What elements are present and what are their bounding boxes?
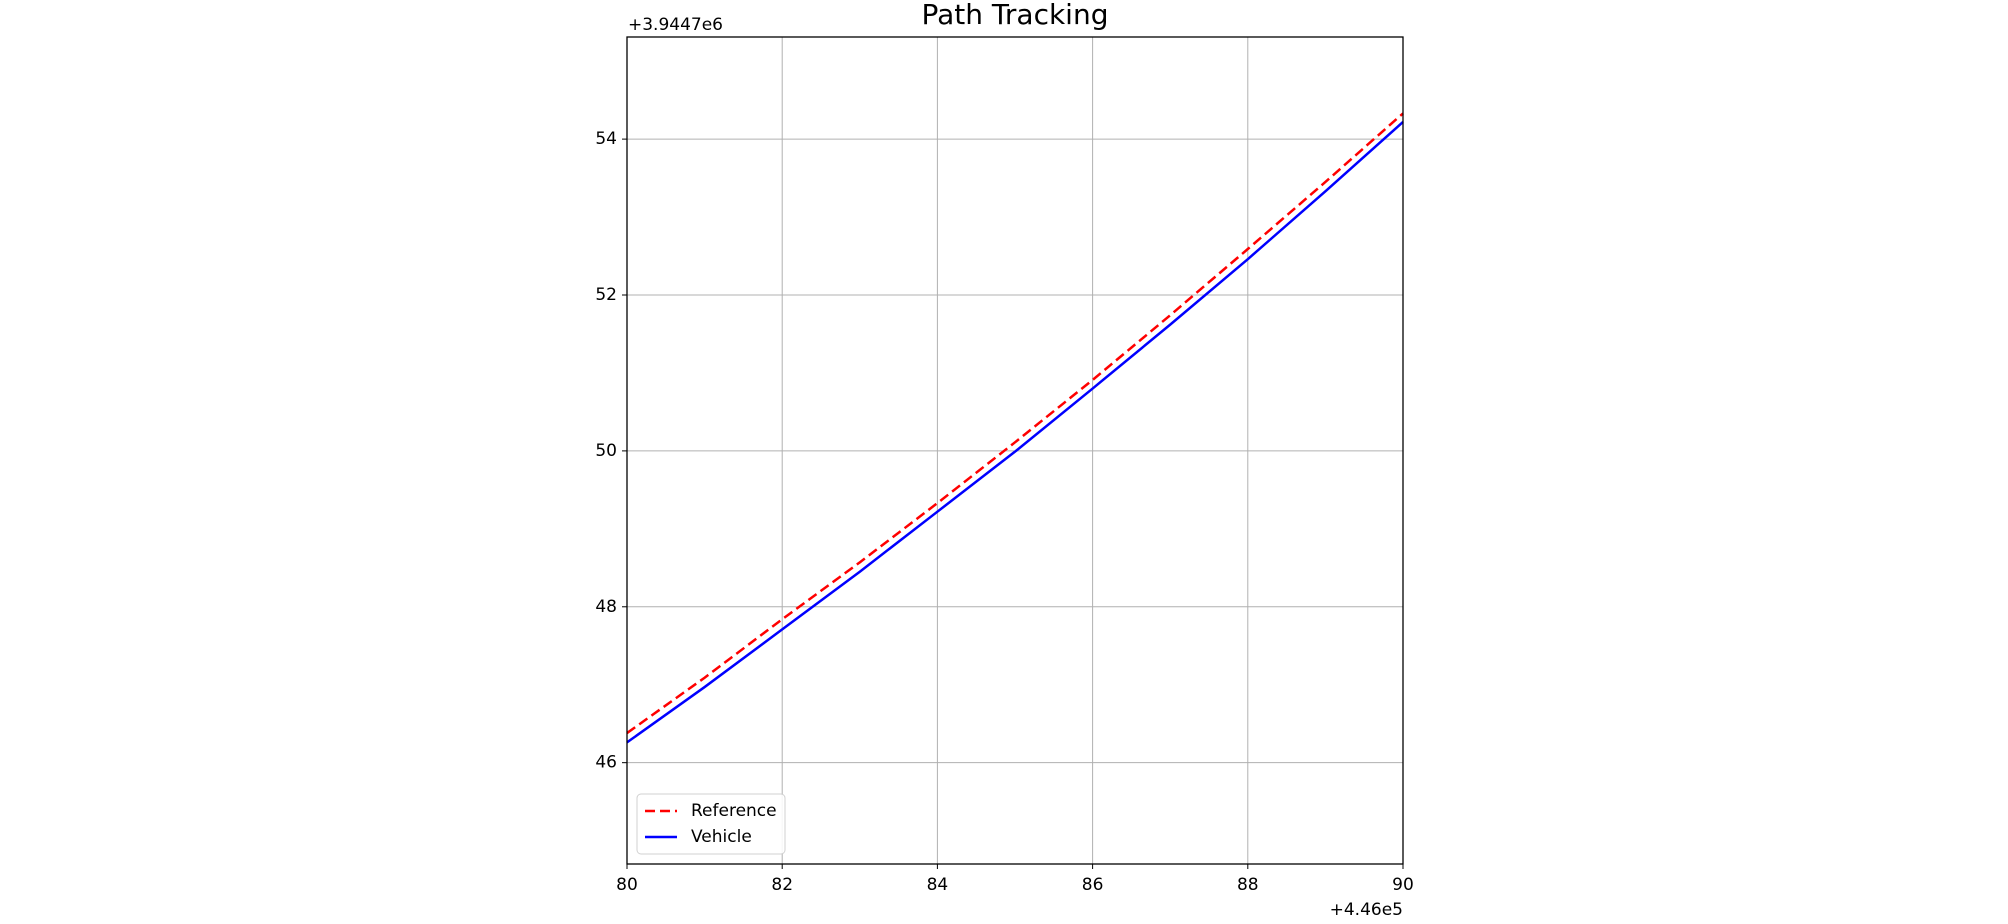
x-tick-label: 88 — [1237, 875, 1259, 895]
x-tick-label: 82 — [771, 875, 793, 895]
x-tick-label: 84 — [927, 875, 949, 895]
legend-label: Reference — [691, 801, 777, 821]
plot-frame — [626, 36, 1404, 865]
legend-label: Vehicle — [691, 827, 752, 847]
chart-title: Path Tracking — [922, 0, 1109, 31]
y-offset-label: +3.9447e6 — [628, 15, 723, 35]
x-tick-label: 80 — [616, 875, 638, 895]
y-tick-label: 48 — [595, 597, 617, 617]
data-line — [626, 121, 1404, 744]
x-tick-label: 86 — [1082, 875, 1104, 895]
x-offset-label: +4.46e5 — [1330, 900, 1403, 920]
data-line — [626, 112, 1404, 735]
y-tick-label: 54 — [595, 129, 617, 149]
y-tick-label: 50 — [595, 441, 617, 461]
legend-box — [636, 793, 786, 855]
x-tick-label: 90 — [1392, 875, 1414, 895]
y-tick-label: 46 — [595, 753, 617, 773]
y-tick-label: 52 — [595, 285, 617, 305]
